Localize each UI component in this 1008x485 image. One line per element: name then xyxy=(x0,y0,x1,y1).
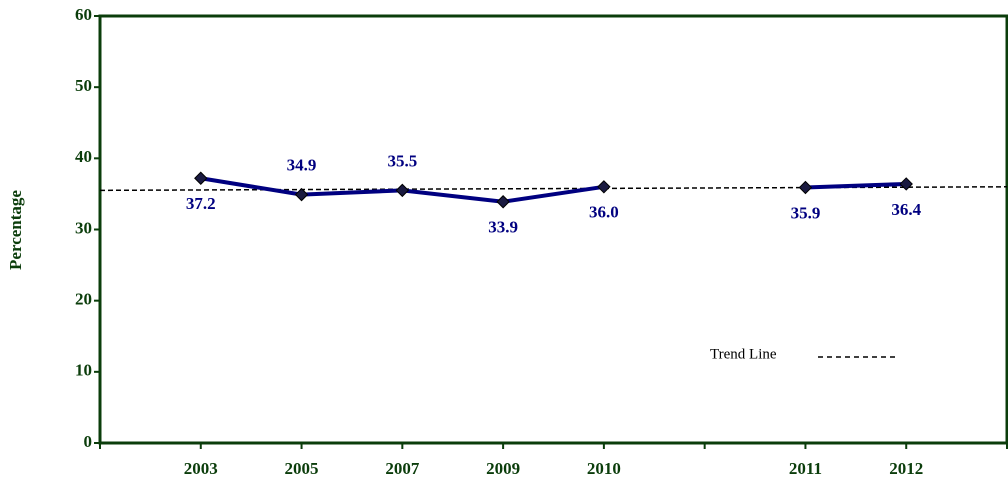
x-tick-label: 2012 xyxy=(889,459,923,478)
data-point xyxy=(899,177,913,191)
trend-legend-label: Trend Line xyxy=(710,346,777,362)
data-label: 36.0 xyxy=(589,203,619,222)
data-label: 37.2 xyxy=(186,194,216,213)
x-tick-label: 2005 xyxy=(285,459,319,478)
data-point xyxy=(194,171,208,185)
data-label: 36.4 xyxy=(891,200,921,219)
x-tick-label: 2003 xyxy=(184,459,218,478)
data-label: 33.9 xyxy=(488,218,518,237)
series-line xyxy=(805,181,907,190)
y-tick-label: 50 xyxy=(75,76,92,95)
y-tick-label: 60 xyxy=(75,5,92,24)
y-tick-label: 10 xyxy=(75,361,92,380)
data-point xyxy=(294,187,309,202)
y-tick-label: 0 xyxy=(84,432,93,451)
x-tick-label: 2011 xyxy=(789,459,822,478)
data-label: 34.9 xyxy=(287,156,317,175)
x-tick-label: 2009 xyxy=(486,459,520,478)
data-point xyxy=(395,183,410,198)
plot-frame xyxy=(98,14,1008,445)
x-tick-label: 2007 xyxy=(385,459,420,478)
y-axis-title: Percentage xyxy=(6,190,25,270)
data-point xyxy=(496,195,510,209)
data-point xyxy=(597,180,611,194)
data-label: 35.9 xyxy=(791,203,821,222)
trend-line xyxy=(99,186,1008,192)
x-tick-label: 2010 xyxy=(587,459,621,478)
y-tick-label: 20 xyxy=(75,290,92,309)
data-label: 35.5 xyxy=(387,151,417,170)
data-point xyxy=(798,180,813,195)
y-tick-label: 40 xyxy=(75,147,92,166)
y-tick-label: 30 xyxy=(75,218,92,237)
